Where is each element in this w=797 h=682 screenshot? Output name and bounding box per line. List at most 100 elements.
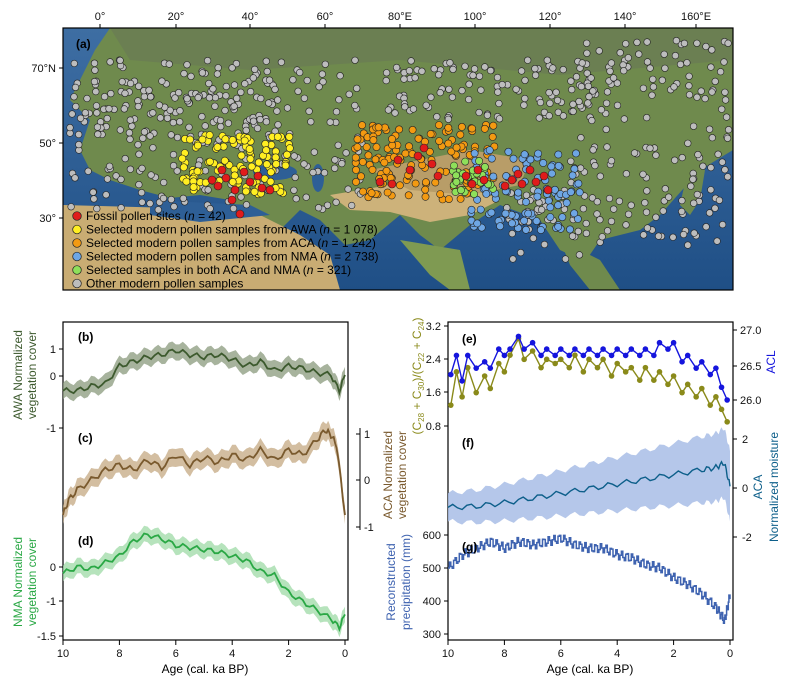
sample-dot: [256, 115, 264, 124]
acl-point: [614, 346, 620, 352]
sample-dot: [380, 158, 389, 167]
x-tick-label: 10: [57, 648, 69, 660]
sample-dot: [388, 135, 396, 143]
chain-ratio-point: [608, 373, 615, 379]
acl-point: [515, 333, 522, 340]
sample-dot: [70, 93, 78, 101]
sample-dot: [149, 109, 157, 117]
sample-dot: [461, 62, 469, 70]
sample-dot: [552, 88, 560, 96]
sample-dot: [470, 149, 479, 158]
sample-dot: [609, 74, 618, 82]
sample-dot: [715, 196, 724, 204]
sample-dot: [170, 203, 178, 211]
sample-dot: [198, 135, 207, 144]
chain-ratio-point: [464, 364, 471, 371]
sample-dot: [502, 172, 511, 180]
sample-dot: [435, 137, 444, 145]
sample-dot: [262, 160, 271, 169]
acl-point: [543, 346, 550, 352]
legend-entry-suffix: = 2 738): [331, 250, 379, 264]
fossil-site-dot: [375, 177, 385, 187]
sample-dot: [605, 194, 614, 203]
sample-dot: [120, 105, 128, 113]
y-tick-label: 0: [742, 483, 748, 495]
sample-dot: [584, 99, 592, 107]
sample-dot: [305, 107, 313, 115]
sample-dot: [353, 84, 361, 92]
sample-dot: [624, 210, 633, 218]
sample-dot: [83, 94, 91, 103]
y-tick-label: -1.5: [37, 631, 56, 643]
sample-dot: [140, 92, 148, 101]
sample-dot: [622, 40, 630, 48]
sample-dot: [204, 186, 212, 194]
sample-dot: [254, 158, 263, 167]
fossil-site-dot: [461, 171, 471, 181]
sample-dot: [487, 66, 495, 75]
sample-dot: [457, 123, 466, 131]
sample-dot: [639, 231, 648, 239]
sample-dot: [465, 80, 473, 88]
sample-dot: [245, 145, 254, 153]
y-tick-label: 3.2: [426, 321, 441, 333]
sample-dot: [646, 64, 654, 72]
sample-dot: [553, 96, 562, 104]
sample-dot: [708, 46, 716, 54]
sample-dot: [533, 192, 542, 201]
sample-dot: [714, 150, 722, 158]
legend-entry-n: n: [307, 263, 314, 277]
sample-dot: [254, 124, 262, 132]
legend-entry-suffix: = 1 078): [330, 223, 378, 237]
sample-dot: [509, 255, 517, 263]
x-tick-label: 4: [229, 648, 235, 660]
lat-tick-label: 30°: [39, 213, 56, 225]
fossil-site-dot: [473, 165, 483, 175]
sample-dot: [105, 105, 113, 113]
legend-entry-prefix: Selected modern pollen samples from ACA …: [86, 236, 321, 250]
sample-dot: [426, 130, 435, 138]
sample-dot: [359, 187, 367, 196]
sample-dot: [352, 177, 360, 186]
sample-dot: [171, 94, 179, 102]
sample-dot: [165, 60, 173, 68]
sample-dot: [408, 125, 417, 134]
lon-tick-label: 20°: [168, 11, 185, 23]
sample-dot: [475, 72, 484, 80]
acl-point: [684, 352, 691, 359]
acl-point: [586, 346, 592, 352]
sample-dot: [461, 157, 470, 166]
sample-dot: [707, 186, 715, 194]
series-line: [62, 532, 346, 633]
sample-dot: [409, 105, 418, 113]
sample-dot: [205, 157, 214, 166]
series-line: [62, 348, 346, 397]
sample-dot: [591, 162, 599, 170]
sample-dot: [216, 116, 225, 125]
sample-dot: [214, 64, 222, 72]
sample-dot: [521, 76, 529, 84]
sample-dot: [687, 182, 695, 190]
sample-dot: [603, 227, 612, 235]
legend-marker: [72, 265, 82, 275]
sample-dot: [158, 77, 166, 85]
chain-ratio-point: [642, 364, 649, 371]
acl-point: [566, 352, 573, 359]
sample-dot: [242, 201, 251, 209]
moisture-band: [448, 427, 730, 525]
sample-dot: [534, 149, 542, 158]
sample-dot: [476, 205, 485, 214]
panel-label: (e): [462, 332, 477, 346]
sample-dot: [154, 206, 162, 214]
sample-dot: [536, 98, 545, 107]
sample-dot: [369, 136, 378, 144]
sample-dot: [224, 119, 232, 127]
sample-dot: [436, 88, 444, 97]
legend-entry: Selected modern pollen samples from NMA …: [86, 250, 379, 264]
sample-dot: [262, 57, 270, 65]
sample-dot: [648, 91, 656, 99]
sample-dot: [75, 141, 83, 149]
sample-dot: [362, 143, 371, 151]
sample-dot: [669, 233, 677, 241]
chain-ratio-point: [572, 352, 578, 358]
